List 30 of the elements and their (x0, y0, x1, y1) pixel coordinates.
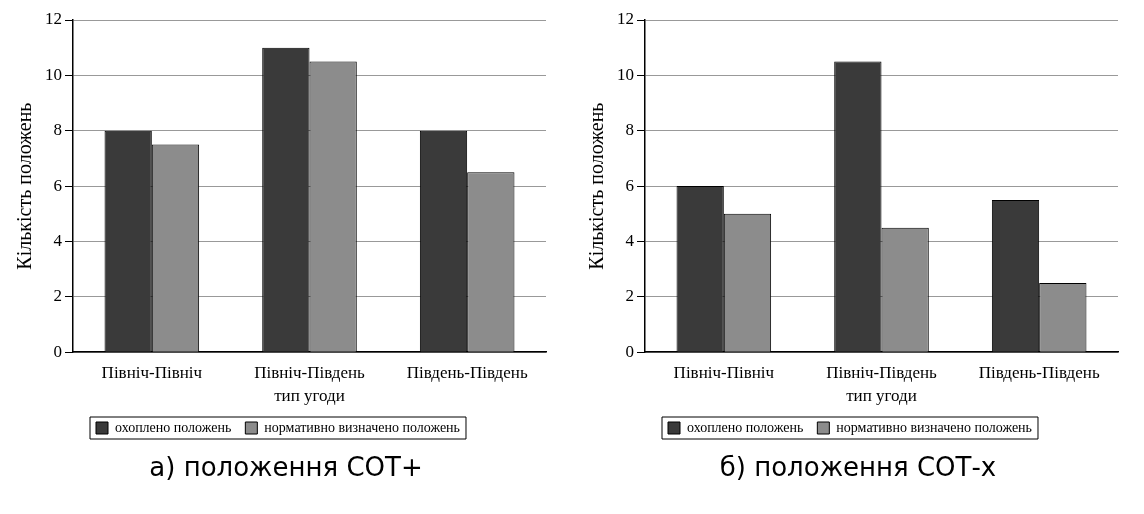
x-axis-title: тип угоди (846, 386, 917, 406)
x-tick-label: Північ-Південь (254, 362, 366, 382)
legend-label: нормативно визначено положень (836, 419, 1033, 435)
y-tick-label: 2 (625, 286, 634, 306)
y-tick-label: 2 (53, 286, 62, 306)
x-tick-label: Північ-Північ (673, 362, 775, 382)
legend-label: нормативно визначено положень (264, 419, 461, 435)
y-tick-label: 6 (53, 175, 62, 195)
y-tick-label: 8 (53, 120, 62, 140)
y-axis-title: Кількість положень (585, 102, 608, 270)
y-tick-label: 6 (625, 175, 634, 195)
y-tick-label: 4 (625, 230, 635, 250)
x-tick-label: Північ-Північ (101, 362, 203, 382)
x-axis-title: тип угоди (274, 386, 345, 406)
legend-label: охоплено положень (115, 419, 232, 435)
y-tick-label: 0 (625, 341, 634, 361)
text: б) положення СОТ-х (718, 452, 998, 482)
y-tick-label: 8 (625, 120, 634, 140)
y-tick-label: 12 (617, 9, 634, 29)
y-tick-label: 10 (45, 64, 62, 84)
y-axis-title: Кількість положень (13, 102, 36, 270)
x-tick-label: Північ-Південь (826, 362, 938, 382)
y-tick-label: 4 (53, 230, 63, 250)
y-tick-label: 0 (53, 341, 62, 361)
y-tick-label: 10 (617, 64, 634, 84)
y-tick-label: 12 (45, 9, 62, 29)
legend-label: охоплено положень (687, 419, 804, 435)
x-tick-label: Південь-Південь (406, 362, 528, 382)
x-tick-label: Південь-Південь (978, 362, 1100, 382)
text: а) положення СОТ+ (148, 452, 424, 482)
